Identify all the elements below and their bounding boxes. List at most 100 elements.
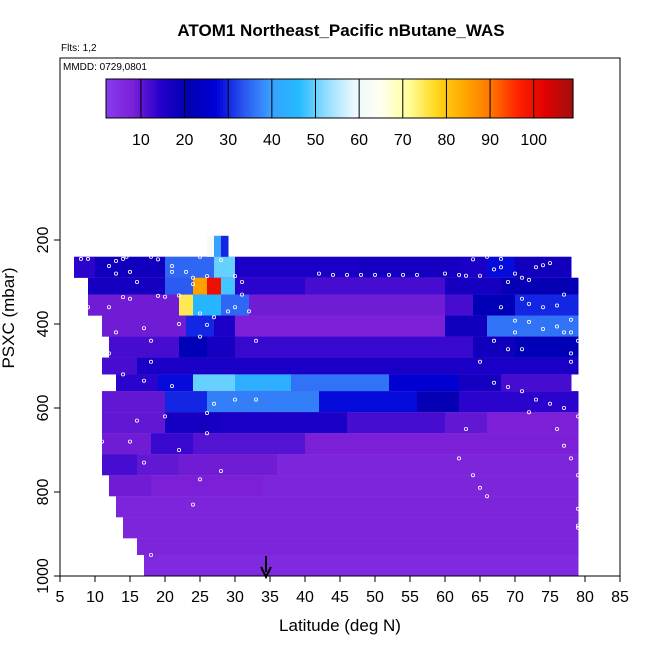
colorbar-segment	[354, 79, 358, 118]
colorbar-segment	[310, 79, 314, 118]
colorbar-segment	[263, 79, 268, 118]
colorbar-segment	[286, 79, 291, 118]
heatmap-cell	[235, 336, 474, 358]
colorbar-segment	[537, 79, 542, 118]
sample-point	[569, 317, 574, 322]
colorbar-tick-label: 100	[520, 132, 547, 149]
sample-point	[520, 296, 525, 301]
colorbar: 10 20 30 40 50 60 70 80 90 100	[105, 78, 574, 149]
sample-point	[218, 468, 223, 473]
colorbar-segment	[257, 79, 262, 118]
colorbar-frame	[105, 78, 574, 119]
heatmap-cell	[207, 277, 222, 295]
sample-point	[121, 372, 126, 377]
colorbar-segment	[564, 79, 568, 118]
heatmap-cell	[459, 374, 502, 392]
sample-point	[204, 431, 209, 436]
colorbar-tick-label: 40	[263, 132, 281, 149]
x-tick-label: 60	[436, 589, 454, 606]
colorbar-segment	[508, 79, 513, 118]
sample-point	[562, 405, 567, 410]
colorbar-segment	[219, 79, 224, 118]
heatmap-cell	[515, 336, 579, 358]
colorbar-segment	[292, 79, 297, 118]
flights-label: Flts: 1,2	[61, 43, 97, 54]
colorbar-segment	[149, 79, 154, 118]
heatmap-cell	[102, 433, 152, 455]
colorbar-segment	[389, 79, 393, 118]
sample-point	[569, 351, 574, 356]
colorbar-segment	[295, 79, 300, 118]
x-tick-label: 65	[471, 589, 489, 606]
colorbar-segment	[301, 79, 306, 118]
sample-point	[562, 443, 567, 448]
sample-point	[358, 272, 363, 277]
colorbar-segment	[482, 79, 487, 118]
colorbar-segment	[429, 79, 434, 118]
heatmap-cell	[445, 294, 474, 316]
heatmap-cell	[235, 277, 306, 295]
y-tick-label: 600	[35, 395, 52, 422]
colorbar-segment	[362, 79, 367, 118]
sample-point	[344, 272, 349, 277]
sample-point	[190, 502, 195, 507]
heatmap-cell	[361, 256, 460, 278]
colorbar-segment	[447, 79, 452, 118]
sample-point	[484, 254, 489, 259]
y-tick-label: 800	[35, 479, 52, 506]
colorbar-segment	[392, 79, 396, 118]
colorbar-segment	[558, 79, 562, 118]
colorbar-segment	[170, 79, 174, 118]
heatmap-cell	[221, 277, 236, 295]
heatmap-cell	[207, 391, 320, 413]
sample-point	[190, 275, 195, 280]
heatmap-cell	[102, 357, 138, 375]
heatmap-cell	[165, 391, 208, 413]
x-tick-label: 35	[261, 589, 279, 606]
colorbar-segment	[543, 79, 548, 118]
y-axis: 200 400 600 800 1000	[35, 227, 60, 594]
colorbar-segment	[505, 79, 510, 118]
colorbar-segment	[336, 79, 341, 118]
plot-frame	[59, 57, 621, 577]
sample-point	[527, 410, 532, 415]
y-tick-label: 400	[35, 311, 52, 338]
heatmap-cell	[186, 315, 215, 337]
colorbar-segment	[567, 79, 571, 118]
colorbar-segment	[138, 79, 142, 118]
colorbar-segment	[435, 79, 440, 118]
colorbar-tick-label: 80	[438, 132, 456, 149]
sample-point	[148, 338, 153, 343]
x-tick-label: 85	[611, 589, 629, 606]
heatmap-cell	[109, 336, 180, 358]
sample-point	[124, 254, 129, 259]
sample-point	[316, 271, 321, 276]
sample-point	[498, 305, 503, 310]
colorbar-segment	[289, 79, 294, 118]
heatmap-cell	[88, 294, 180, 316]
sample-point	[569, 330, 574, 335]
sample-point	[534, 397, 539, 402]
sample-point	[386, 272, 391, 277]
y-tick-label: 200	[35, 227, 52, 254]
colorbar-segment	[570, 79, 574, 118]
sample-point	[456, 456, 461, 461]
sample-point	[100, 439, 105, 444]
plot-area	[74, 235, 581, 576]
colorbar-segment	[470, 79, 475, 118]
colorbar-segment	[540, 79, 545, 118]
heatmap-cell	[319, 391, 418, 413]
sample-point	[562, 292, 567, 297]
colorbar-segment	[266, 79, 271, 118]
sample-point	[505, 347, 510, 352]
colorbar-tick-label: 30	[219, 132, 237, 149]
colorbar-segment	[254, 79, 259, 118]
sample-point	[127, 296, 132, 301]
x-tick-label: 70	[506, 589, 524, 606]
colorbar-segment	[225, 79, 230, 118]
sample-point	[260, 252, 265, 257]
heatmap-cell	[487, 315, 579, 337]
sample-point	[114, 271, 119, 276]
colorbar-segment	[284, 79, 288, 118]
heatmap-cell	[487, 256, 516, 278]
